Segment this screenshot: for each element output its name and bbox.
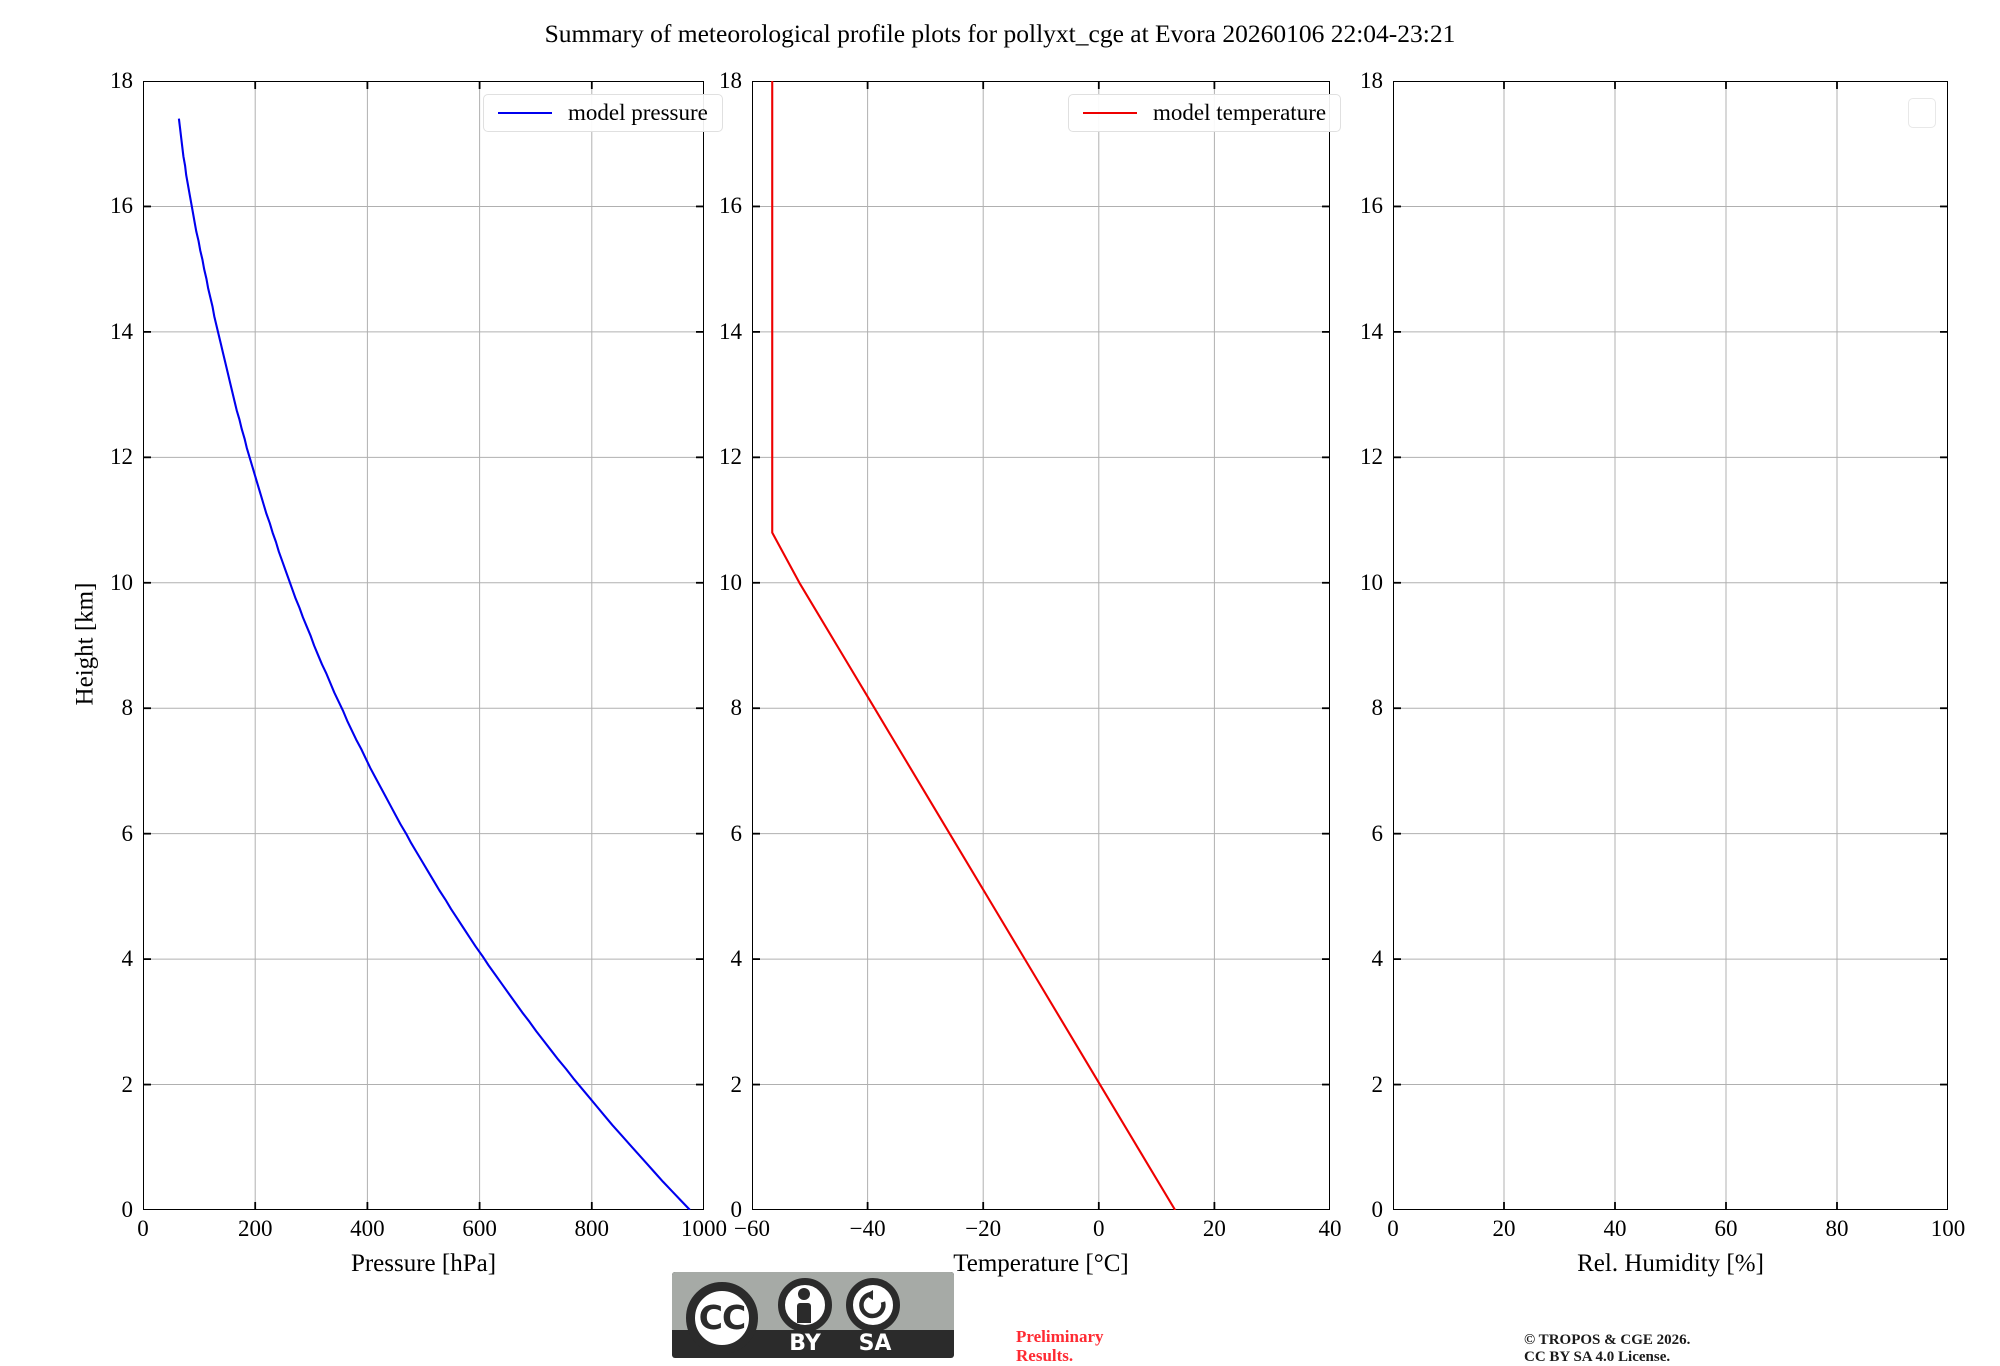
figure-title: Summary of meteorological profile plots … [544,19,1456,48]
y-tick-label: 2 [730,1071,743,1097]
axes-frame-relative-humidity [1393,81,1948,1210]
x-tick-label: 100 [1930,1216,1966,1241]
x-tick-label: 0 [1093,1216,1105,1241]
y-tick-label: 18 [1360,68,1383,93]
y-tick-label: 2 [121,1071,134,1097]
y-tick-label: 12 [719,444,742,470]
x-axis-title-temperature: Temperature [°C] [953,1250,1129,1277]
x-tick-label: 0 [137,1216,149,1241]
x-tick-label: 800 [574,1216,610,1241]
y-tick-label: 12 [1360,444,1383,470]
y-tick-label: 4 [730,946,743,972]
y-tick-label: 16 [110,193,133,219]
legend-relative-humidity[interactable] [1908,98,1936,128]
x-tick-label: 200 [237,1216,273,1241]
legend-temperature[interactable]: model temperature [1068,94,1342,132]
x-tick-label: 20 [1492,1216,1516,1241]
legend-pressure[interactable]: model pressure [483,94,723,132]
cc-sa-label: SA [858,1331,892,1356]
y-tick-label: 6 [730,820,743,846]
y-tick-label: 16 [719,193,742,219]
plot-area-temperature [752,81,1330,1210]
person-head-icon [798,1288,810,1300]
preliminary-line-2: Results. [1016,1346,1074,1365]
x-tick-label: 1000 [681,1216,727,1241]
axes-frame-pressure [143,81,704,1210]
y-tick-label: 0 [730,1197,743,1222]
y-tick-label: 12 [110,444,133,470]
series-line-model-pressure [179,119,690,1210]
panel-relative-humidity [1393,81,1948,1210]
y-tick-label: 18 [719,68,742,93]
x-tick-label: −40 [849,1216,886,1241]
preliminary-results-note: Preliminary Results. [1016,1327,1104,1365]
sharealike-icon [859,1290,886,1319]
panel-pressure [143,81,704,1210]
y-tick-label: 14 [110,318,133,344]
y-tick-label: 4 [121,946,134,972]
y-tick-label: 8 [1371,695,1384,721]
y-tick-label: 0 [121,1197,134,1222]
legend-line-model-temperature [1083,112,1137,114]
y-tick-label: 6 [1371,820,1384,846]
y-tick-label: 18 [110,68,133,93]
legend-label-model-temperature: model temperature [1153,100,1327,125]
y-tick-label: 16 [1360,193,1383,219]
creative-commons-badge: CC BY SA [672,1272,954,1358]
copyright-line-1: © TROPOS & CGE 2026. [1524,1332,1691,1348]
series-line-model-temperature [772,81,1175,1210]
y-tick-label: 8 [121,695,134,721]
y-tick-label: 10 [719,569,742,595]
y-tick-label: 0 [1371,1197,1384,1222]
x-tick-label: 60 [1714,1216,1738,1241]
y-tick-label: 8 [730,695,743,721]
x-axis-title-pressure: Pressure [hPa] [350,1250,497,1277]
y-tick-label: 14 [1360,318,1383,344]
y-tick-label: 6 [121,820,134,846]
y-tick-label: 2 [1371,1071,1384,1097]
person-body-icon [797,1303,811,1323]
x-axis-title-relative-humidity: Rel. Humidity [%] [1577,1250,1764,1277]
x-tick-label: 80 [1825,1216,1849,1241]
y-tick-label: 4 [1371,946,1384,972]
legend-line-model-pressure [498,112,552,114]
preliminary-line-1: Preliminary [1016,1327,1104,1346]
legend-label-model-pressure: model pressure [568,100,708,125]
x-tick-label: 600 [462,1216,497,1241]
plot-area-pressure [143,81,704,1210]
cc-logo-text: CC [698,1298,746,1337]
x-tick-label: −60 [734,1216,770,1241]
y-tick-label: 10 [110,569,133,595]
axes-frame-temperature [752,81,1330,1210]
x-tick-label: 0 [1387,1216,1399,1241]
x-tick-label: −20 [965,1216,1002,1241]
y-axis-title: Height [km] [71,582,98,705]
cc-by-label: BY [789,1331,821,1356]
x-tick-label: 40 [1318,1216,1342,1241]
plot-area-relative-humidity [1393,81,1948,1210]
x-tick-label: 40 [1603,1216,1627,1241]
x-tick-label: 20 [1202,1216,1226,1241]
y-tick-label: 10 [1360,569,1383,595]
cc-logo-icon [686,1282,758,1354]
copyright-note: © TROPOS & CGE 2026. CC BY SA 4.0 Licens… [1524,1332,1690,1366]
panel-temperature [752,81,1330,1210]
y-tick-label: 14 [719,318,742,344]
copyright-line-2: CC BY SA 4.0 License. [1524,1349,1671,1365]
cc-sa-circle-icon [846,1278,900,1332]
x-tick-label: 400 [350,1216,385,1241]
